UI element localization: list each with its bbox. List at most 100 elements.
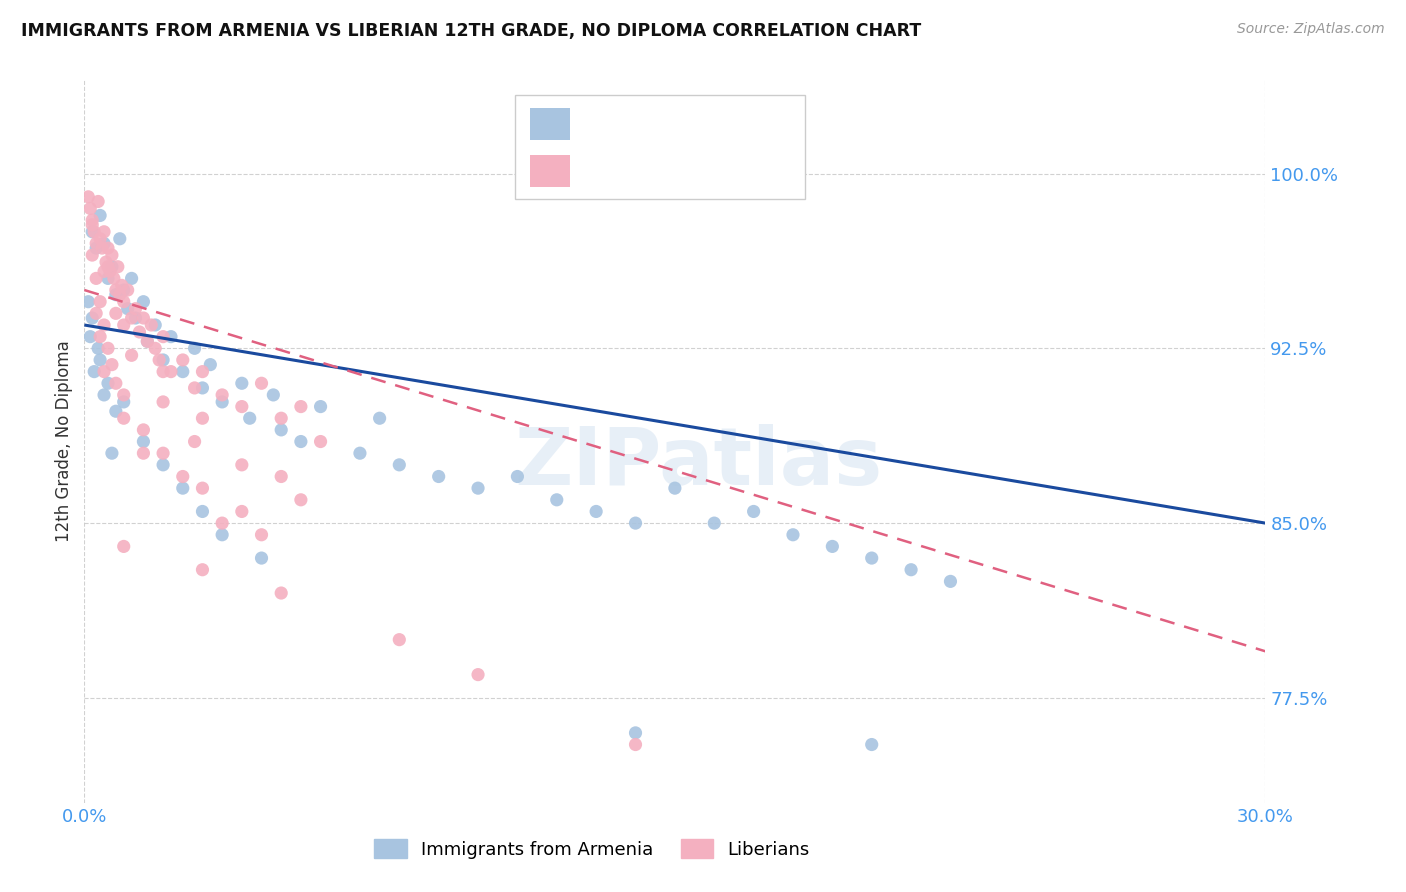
Point	[82, 213, 104, 227]
Point	[250, 528, 273, 542]
Point	[290, 400, 312, 414]
Point	[821, 540, 844, 554]
Point	[160, 329, 183, 343]
Point	[84, 271, 107, 285]
Point	[108, 232, 131, 246]
Point	[211, 528, 233, 542]
Point	[89, 232, 111, 246]
Point	[77, 294, 100, 309]
Point	[101, 248, 124, 262]
Point	[104, 287, 127, 301]
Point	[231, 458, 253, 472]
Point	[112, 388, 135, 402]
Point	[93, 388, 115, 402]
Point	[132, 423, 155, 437]
Point	[97, 260, 120, 274]
Point	[703, 516, 725, 530]
Point	[87, 341, 110, 355]
Point	[132, 294, 155, 309]
Point	[250, 376, 273, 391]
Point	[77, 190, 100, 204]
Point	[191, 481, 214, 495]
Point	[103, 271, 125, 285]
Point	[191, 365, 214, 379]
Point	[143, 318, 166, 332]
Point	[270, 423, 292, 437]
Point	[624, 738, 647, 752]
Point	[152, 446, 174, 460]
Point	[239, 411, 262, 425]
Point	[97, 341, 120, 355]
Point	[270, 586, 292, 600]
Point	[172, 481, 194, 495]
Point	[124, 301, 146, 316]
Point	[104, 283, 127, 297]
Point	[172, 353, 194, 368]
Point	[108, 287, 131, 301]
Point	[121, 348, 143, 362]
Point	[97, 241, 120, 255]
Point	[82, 248, 104, 262]
Point	[82, 311, 104, 326]
Point	[152, 329, 174, 343]
Point	[231, 376, 253, 391]
Point	[93, 318, 115, 332]
Point	[270, 469, 292, 483]
Point	[101, 446, 124, 460]
Point	[309, 400, 332, 414]
Text: Source: ZipAtlas.com: Source: ZipAtlas.com	[1237, 22, 1385, 37]
Point	[132, 311, 155, 326]
Point	[860, 551, 883, 566]
Point	[136, 334, 159, 349]
Point	[82, 225, 104, 239]
Point	[112, 395, 135, 409]
Point	[104, 376, 127, 391]
Point	[84, 306, 107, 320]
Point	[664, 481, 686, 495]
Point	[143, 341, 166, 355]
Point	[152, 458, 174, 472]
Point	[152, 365, 174, 379]
Point	[104, 306, 127, 320]
Point	[94, 255, 117, 269]
Point	[467, 667, 489, 681]
Point	[101, 260, 124, 274]
Point	[200, 358, 222, 372]
Text: ZIPatlas: ZIPatlas	[515, 425, 883, 502]
Point	[270, 411, 292, 425]
Point	[250, 551, 273, 566]
Point	[183, 381, 205, 395]
Point	[87, 194, 110, 209]
Text: IMMIGRANTS FROM ARMENIA VS LIBERIAN 12TH GRADE, NO DIPLOMA CORRELATION CHART: IMMIGRANTS FROM ARMENIA VS LIBERIAN 12TH…	[21, 22, 921, 40]
Point	[117, 283, 139, 297]
Point	[211, 388, 233, 402]
Point	[104, 404, 127, 418]
Point	[84, 241, 107, 255]
Point	[132, 446, 155, 460]
Point	[191, 411, 214, 425]
Point	[83, 365, 105, 379]
Point	[112, 318, 135, 332]
Point	[183, 434, 205, 449]
Point	[152, 395, 174, 409]
Point	[98, 264, 121, 278]
Point	[467, 481, 489, 495]
Point	[191, 563, 214, 577]
Point	[742, 504, 765, 518]
Point	[97, 271, 120, 285]
Point	[388, 458, 411, 472]
Point	[388, 632, 411, 647]
Point	[117, 301, 139, 316]
Point	[211, 516, 233, 530]
Point	[160, 365, 183, 379]
Y-axis label: 12th Grade, No Diploma: 12th Grade, No Diploma	[55, 341, 73, 542]
Point	[128, 325, 150, 339]
Point	[101, 358, 124, 372]
Point	[191, 504, 214, 518]
Point	[93, 225, 115, 239]
Point	[136, 334, 159, 349]
Point	[93, 365, 115, 379]
Point	[112, 294, 135, 309]
Point	[112, 411, 135, 425]
Point	[152, 353, 174, 368]
